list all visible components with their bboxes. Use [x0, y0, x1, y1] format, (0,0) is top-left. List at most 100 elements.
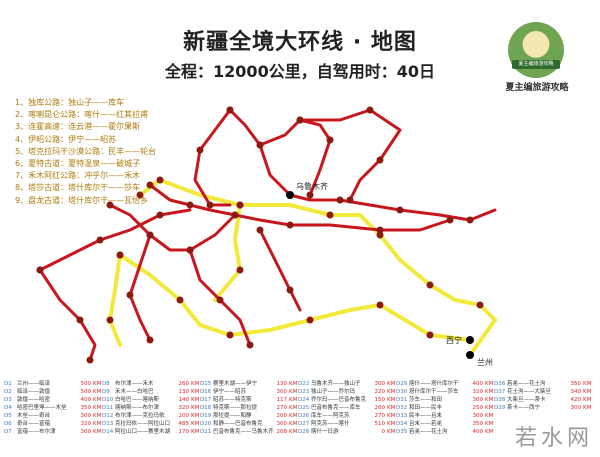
distance: 200	[276, 413, 288, 419]
day-id: D3	[4, 397, 12, 403]
distance: 270	[276, 405, 288, 411]
city-label-xining: 西宁	[446, 335, 462, 345]
distance: 485	[178, 421, 190, 427]
segment: 喀什一日游	[311, 429, 339, 435]
segment: 那拉提——和静	[213, 413, 252, 419]
day-id: D8	[102, 381, 110, 387]
segment: 喀纳斯——布尔津	[115, 405, 160, 411]
itinerary-row: D9 禾木——白哈巴 130 KM	[102, 388, 199, 396]
itinerary-row: D24 乔尔玛——巴音布鲁克 150 KM	[298, 396, 395, 404]
distance: 140	[178, 397, 190, 403]
itinerary-row: D31 莎车——和田 300 KM	[396, 396, 493, 404]
itinerary-row: D1 兰州——临泽 500 KM	[4, 380, 101, 388]
stop-marker	[146, 181, 154, 189]
page-subtitle: 全程：12000公里，自驾用时：40日	[165, 62, 435, 81]
distance: 510	[374, 421, 386, 427]
distance: 500	[80, 389, 92, 395]
city-marker	[466, 336, 474, 344]
city-marker	[286, 191, 294, 199]
stop-marker	[256, 141, 264, 149]
unit: KM	[485, 381, 494, 387]
itinerary-row: D27 阿克苏——喀什 510 KM	[298, 420, 395, 428]
itinerary-row: D29 喀什——塔什库尔干 400 KM	[396, 380, 493, 388]
segment: 哈密巴里坤——木垒	[17, 405, 67, 411]
logo-band: 夏主编旅游攻略	[512, 60, 560, 69]
itinerary-row: D2 临泽——敦煌 500 KM	[4, 388, 101, 396]
stop-marker	[206, 201, 214, 209]
highway-road	[118, 253, 472, 342]
distance: 300	[374, 381, 386, 387]
itinerary-column: D29 喀什——塔什库尔干 400 KM D30 塔什库尔干——莎车 320 KM D31 莎车—…	[396, 380, 493, 436]
distance: 0	[381, 429, 386, 435]
itinerary-row: D34 且末——若羌 350 KM	[396, 420, 493, 428]
scenic-road	[128, 233, 152, 342]
unit: KM	[485, 429, 494, 435]
distance: 350	[80, 405, 92, 411]
segment: 特克斯——那拉提	[213, 405, 258, 411]
stop-marker	[126, 291, 134, 299]
itinerary-column: D1 兰州——临泽 500 KM D2 临泽——敦煌 500 KM D3 敦煌——哈密 400 KM D…	[4, 380, 101, 436]
unit: KM	[93, 405, 102, 411]
unit: KM	[583, 381, 592, 387]
scenic-road	[258, 118, 332, 197]
segment: 巴音布鲁克——乌鲁木齐	[213, 429, 274, 435]
stop-marker	[226, 331, 234, 339]
route-item: 1、独库公路：独山子——库车	[15, 98, 125, 107]
day-id: D14	[102, 429, 114, 435]
stop-marker	[236, 201, 244, 209]
itinerary-row: D18 特克斯——那拉提 270 KM	[200, 404, 297, 412]
page-title: 新疆全境大环线 · 地图	[183, 30, 417, 55]
scenic-road	[228, 108, 497, 222]
itinerary-row: D35 若羌——花土沟 400 KM	[396, 428, 493, 436]
distance: 130	[276, 381, 288, 387]
distance: 150	[374, 397, 386, 403]
stop-marker	[106, 201, 114, 209]
route-item: 7、禾木阿红公路：冲乎尔——禾木	[15, 171, 141, 181]
route-item: 8、塔莎古道：塔什库尔干——莎车	[15, 183, 141, 193]
stop-marker	[76, 316, 84, 324]
stop-marker	[116, 251, 124, 259]
stop-marker	[186, 201, 194, 209]
unit: KM	[485, 397, 494, 403]
distance: 117	[276, 397, 288, 403]
itinerary-row: D28 喀什一日游 0 KM	[298, 428, 395, 436]
route-item: 6、夏特古道：夏特温泉——破城子	[15, 159, 141, 169]
segment: 库车——阿克苏	[311, 413, 350, 419]
stop-marker	[136, 191, 144, 199]
segment: 富蕴——布尔津	[17, 429, 56, 435]
segment: 独山子——乔尔玛	[311, 389, 356, 395]
itinerary-row: D12 布尔津——克拉玛依 200 KM	[102, 412, 199, 420]
day-id: D12	[102, 413, 114, 419]
segment: 白哈巴——喀纳斯	[115, 397, 160, 403]
segment: 奇台——富蕴	[17, 421, 51, 427]
route-item: 2、喀喇昆仑公路：喀什——红其拉甫	[15, 110, 149, 120]
scenic-road	[298, 108, 402, 202]
distance: 300	[80, 429, 92, 435]
unit: KM	[289, 381, 298, 387]
stop-marker	[376, 156, 384, 164]
distance: 400	[472, 381, 484, 387]
day-id: D29	[396, 381, 408, 387]
logo-image	[508, 22, 564, 78]
itinerary-row: D15 赛里木湖——伊宁 130 KM	[200, 380, 297, 388]
unit: KM	[93, 389, 102, 395]
day-id: D35	[396, 429, 408, 435]
day-id: D36	[494, 381, 506, 387]
stop-marker	[256, 226, 264, 234]
day-id: D28	[298, 429, 310, 435]
unit: KM	[583, 397, 592, 403]
distance: 300	[276, 421, 288, 427]
day-id: D18	[200, 405, 212, 411]
segment: 乌鲁木齐——独山子	[311, 381, 361, 387]
itinerary-row: D14 阿拉山口——赛里木湖 170 KM	[102, 428, 199, 436]
unit: KM	[289, 413, 298, 419]
stop-marker	[306, 316, 314, 324]
distance: 350	[570, 381, 582, 387]
segment: 木垒——奇台	[17, 413, 51, 419]
distance: 500	[80, 381, 92, 387]
day-id: D9	[102, 389, 110, 395]
route-item: 3、连霍高速：连云港——霍尔果斯	[15, 122, 141, 132]
distance: 400	[80, 397, 92, 403]
distance: 250	[472, 405, 484, 411]
watermark: 若水网	[515, 426, 594, 451]
